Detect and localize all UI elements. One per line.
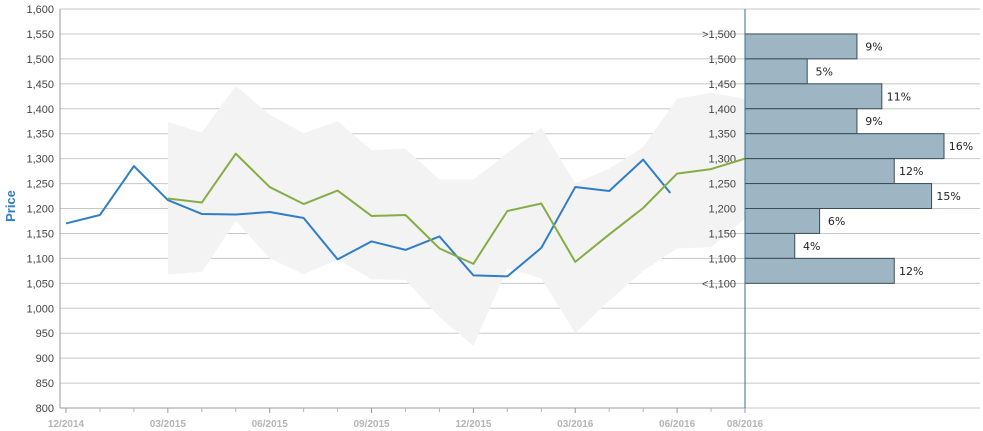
histogram-bar <box>744 232 796 259</box>
y-tick-label: 1,500 <box>26 54 54 66</box>
y-tick-label: 1,400 <box>26 104 54 116</box>
x-tick-label: 06/2015 <box>252 419 289 430</box>
series-lines <box>65 152 746 278</box>
y-tick-label: 1,300 <box>26 154 54 166</box>
histogram-bin-label: 1,400 <box>708 104 736 116</box>
histogram-bin-label: 1,250 <box>708 179 736 191</box>
histogram-data-label: 5% <box>815 65 832 78</box>
histogram-bar <box>744 183 933 209</box>
x-tick-label: 12/2014 <box>48 419 85 430</box>
histogram-bin-label: 1,350 <box>708 129 736 141</box>
histogram-data-label: 9% <box>865 115 882 128</box>
histogram-bar <box>744 108 858 135</box>
x-tick-label: 12/2015 <box>455 419 492 430</box>
y-tick-label: 1,450 <box>26 79 54 91</box>
y-tick-label: 950 <box>36 328 54 340</box>
y-tick-label: 900 <box>36 353 54 365</box>
histogram-bar <box>744 83 883 110</box>
histogram-data-label: 12% <box>899 165 923 178</box>
y-tick-label: 1,100 <box>26 253 54 265</box>
histogram-bar <box>744 257 895 284</box>
y-tick-label: 1,200 <box>26 204 54 216</box>
x-tick-label: 03/2016 <box>557 419 594 430</box>
y-tick-label: 850 <box>36 378 54 390</box>
histogram-bin-label: >1,500 <box>702 29 736 41</box>
histogram-bin-label: <1,100 <box>702 278 736 290</box>
histogram-data-label: 9% <box>865 40 882 53</box>
histogram-data-label: 11% <box>887 90 911 103</box>
forecast-band-area <box>167 85 746 346</box>
x-tick-labels: 12/2014 03/2015 06/2015 09/2015 12/2015 03/20… <box>48 419 764 430</box>
histogram-data-label: 4% <box>803 240 820 253</box>
forecast-band <box>167 85 746 346</box>
histogram-data-label: 6% <box>828 215 845 228</box>
y-tick-label: 800 <box>36 403 54 415</box>
histogram-data-label: 12% <box>899 265 923 278</box>
y-tick-label: 1,250 <box>26 179 54 191</box>
histogram-bin-label: 1,500 <box>708 54 736 66</box>
x-tick-label: 09/2015 <box>353 419 390 430</box>
histogram-bin-label: 1,150 <box>708 228 736 240</box>
x-tick-label: 03/2015 <box>150 419 187 430</box>
histogram-data-label: 16% <box>949 140 973 153</box>
y-tick-labels: 800 850 900 950 1,000 1,050 1,100 1,150 1,200 1,2… <box>26 4 54 415</box>
histogram-bin-label: 1,100 <box>708 253 736 265</box>
histogram-bar <box>744 58 808 85</box>
y-axis-label: Price <box>3 190 18 222</box>
histogram-bar <box>744 208 821 234</box>
x-tick-label: 08/2016 <box>727 419 764 430</box>
histogram-bin-label: 1,300 <box>708 154 736 166</box>
y-tick-label: 1,600 <box>26 4 54 16</box>
series-line-2 <box>167 152 746 265</box>
histogram-bar <box>744 33 858 60</box>
histogram-bin-label: 1,450 <box>708 79 736 91</box>
y-tick-label: 1,050 <box>26 278 54 290</box>
y-tick-label: 1,150 <box>26 228 54 240</box>
histogram-bin-label: 1,200 <box>708 204 736 216</box>
y-tick-label: 1,350 <box>26 129 54 141</box>
histogram-bar <box>744 158 895 185</box>
x-tick-label: 06/2016 <box>659 419 696 430</box>
series-line-1 <box>65 158 672 278</box>
histogram-data-label: 15% <box>936 190 960 203</box>
y-tick-label: 1,550 <box>26 29 54 41</box>
axes <box>59 9 746 413</box>
y-tick-label: 1,000 <box>26 303 54 315</box>
histogram-bar <box>744 133 945 160</box>
